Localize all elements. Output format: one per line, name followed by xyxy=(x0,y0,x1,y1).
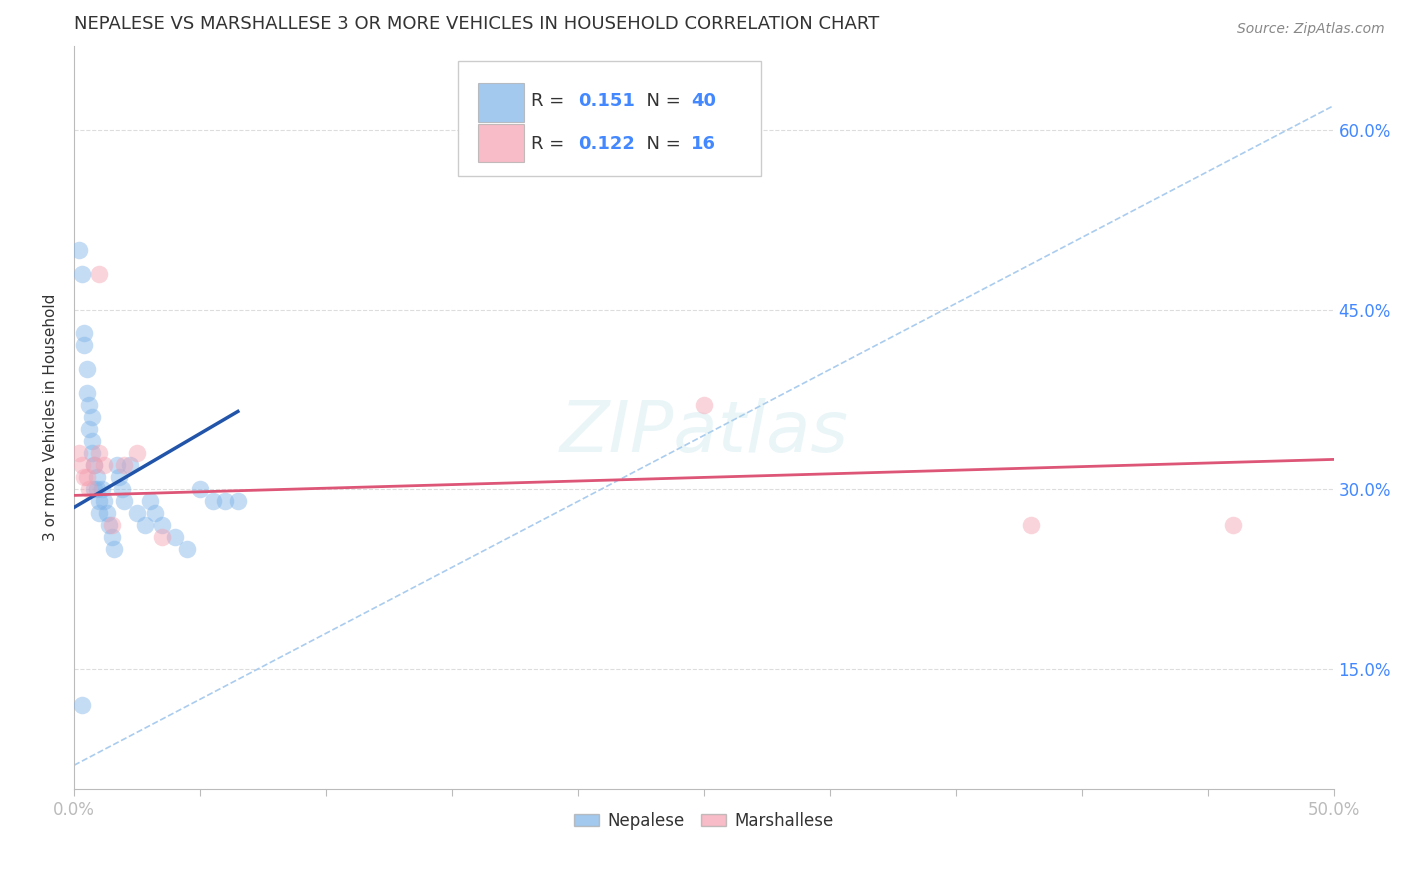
Point xyxy=(90,483,112,497)
Point xyxy=(80,434,103,449)
Point xyxy=(70,267,93,281)
Point xyxy=(77,483,100,497)
Point xyxy=(96,507,118,521)
Point xyxy=(176,542,198,557)
Point xyxy=(80,410,103,425)
Point xyxy=(83,483,105,497)
Point xyxy=(111,483,134,497)
Point xyxy=(98,518,121,533)
Point xyxy=(125,446,148,460)
Point xyxy=(73,470,96,484)
Point xyxy=(89,494,111,508)
Point xyxy=(201,494,224,508)
Point xyxy=(1021,518,1043,533)
FancyBboxPatch shape xyxy=(478,124,524,162)
Point xyxy=(108,470,131,484)
Point xyxy=(83,458,105,473)
Point xyxy=(114,458,136,473)
Text: 0.151: 0.151 xyxy=(578,93,634,111)
Point xyxy=(67,446,90,460)
Point xyxy=(80,446,103,460)
Point xyxy=(125,507,148,521)
Point xyxy=(143,507,166,521)
Point xyxy=(1222,518,1244,533)
Text: N =: N = xyxy=(634,135,686,153)
Point xyxy=(150,530,173,544)
Point xyxy=(188,483,211,497)
FancyBboxPatch shape xyxy=(478,83,524,121)
Point xyxy=(105,458,128,473)
Point xyxy=(76,470,98,484)
Point xyxy=(163,530,186,544)
Point xyxy=(226,494,249,508)
Point xyxy=(138,494,160,508)
Point xyxy=(70,458,93,473)
Point xyxy=(134,518,156,533)
Point xyxy=(76,362,98,376)
Point xyxy=(73,326,96,341)
Point xyxy=(70,698,93,713)
Point xyxy=(77,399,100,413)
Point xyxy=(150,518,173,533)
Point xyxy=(93,458,115,473)
Point xyxy=(89,507,111,521)
Point xyxy=(73,338,96,352)
Point xyxy=(118,458,141,473)
Point xyxy=(83,458,105,473)
Y-axis label: 3 or more Vehicles in Household: 3 or more Vehicles in Household xyxy=(44,293,58,541)
Point xyxy=(86,470,108,484)
Point xyxy=(101,518,124,533)
Point xyxy=(89,446,111,460)
Text: 0.122: 0.122 xyxy=(578,135,634,153)
Point xyxy=(693,399,716,413)
Point xyxy=(93,494,115,508)
Point xyxy=(86,483,108,497)
Legend: Nepalese, Marshallese: Nepalese, Marshallese xyxy=(567,805,841,837)
Text: R =: R = xyxy=(531,93,571,111)
Point xyxy=(214,494,236,508)
Text: NEPALESE VS MARSHALLESE 3 OR MORE VEHICLES IN HOUSEHOLD CORRELATION CHART: NEPALESE VS MARSHALLESE 3 OR MORE VEHICL… xyxy=(75,15,879,33)
Text: N =: N = xyxy=(634,93,686,111)
Text: 40: 40 xyxy=(692,93,716,111)
Point xyxy=(77,422,100,436)
Point xyxy=(67,243,90,257)
Point xyxy=(103,542,125,557)
Point xyxy=(76,386,98,401)
Point xyxy=(114,494,136,508)
Text: Source: ZipAtlas.com: Source: ZipAtlas.com xyxy=(1237,22,1385,37)
Text: ZIPatlas: ZIPatlas xyxy=(560,398,848,467)
Point xyxy=(89,267,111,281)
Text: R =: R = xyxy=(531,135,571,153)
Text: 16: 16 xyxy=(692,135,716,153)
Point xyxy=(101,530,124,544)
FancyBboxPatch shape xyxy=(458,61,761,176)
